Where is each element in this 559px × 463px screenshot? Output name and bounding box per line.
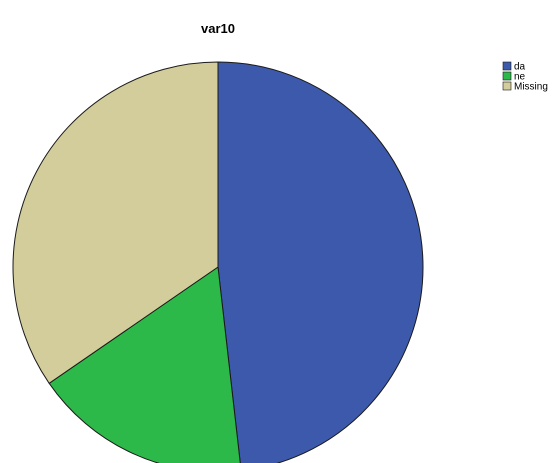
legend-swatch-da [502,61,512,71]
pie-slice-missing [12,61,219,384]
chart-title: var10 [201,21,235,36]
legend-swatch-missing [502,81,512,91]
pie-slice-da [217,61,424,463]
pie-slices [12,61,424,463]
legend-swatch-ne [502,71,512,81]
legend-label-ne: ne [514,72,526,83]
legend-label-missing: Missing [514,82,548,93]
legend-label-da: da [514,62,526,73]
pie-slice-ne [48,266,241,463]
